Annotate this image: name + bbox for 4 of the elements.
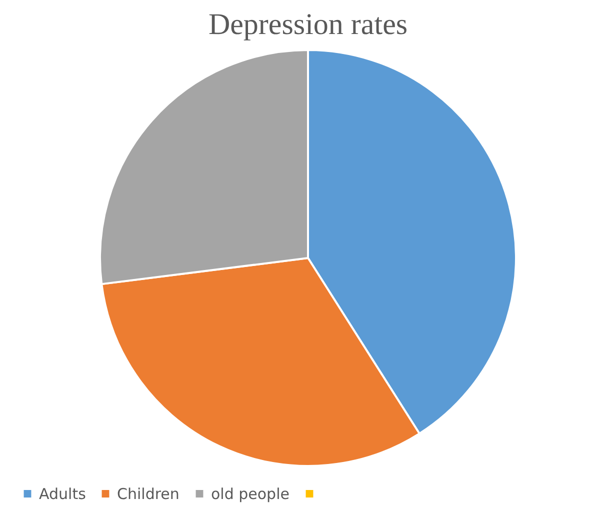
legend-label: Adults: [39, 484, 86, 503]
chart-title: Depression rates: [208, 8, 408, 41]
legend-label: Children: [117, 484, 180, 503]
legend-label: old people: [211, 484, 290, 503]
